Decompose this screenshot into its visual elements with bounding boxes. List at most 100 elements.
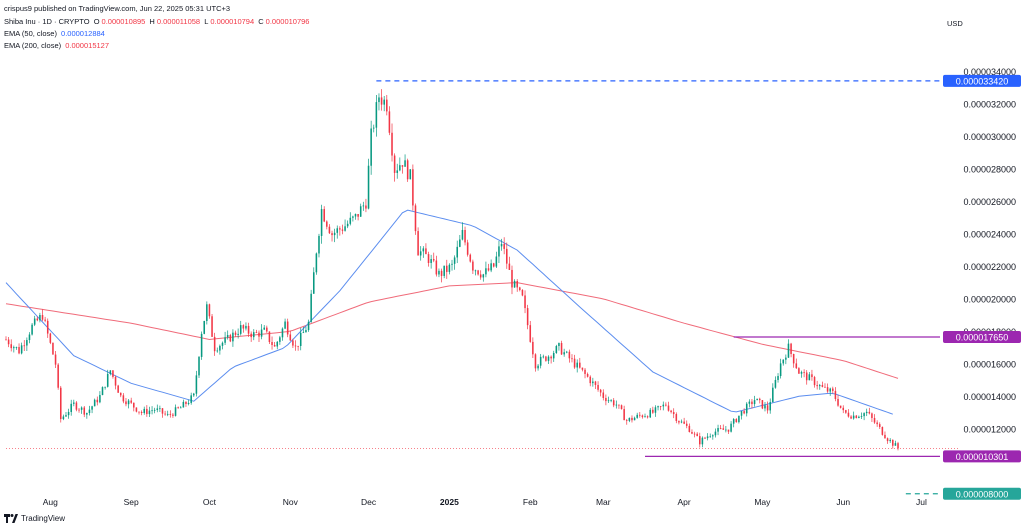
ema50-line-group: [5, 209, 893, 415]
candle-body: [787, 343, 790, 358]
candle-body: [696, 433, 698, 437]
candle-body: [383, 99, 385, 105]
candle-body: [675, 414, 678, 421]
candle-body: [646, 416, 649, 418]
candle-body: [740, 411, 743, 416]
candle-body: [39, 315, 41, 321]
candle-body: [386, 99, 388, 112]
ema50-legend[interactable]: EMA (50, close) 0.000012884: [4, 29, 107, 38]
candle-body: [607, 400, 610, 402]
candle-body: [213, 336, 216, 352]
candle-body: [28, 334, 31, 341]
candle-body: [239, 325, 242, 334]
candle-body: [636, 414, 638, 418]
candle-body: [182, 401, 185, 408]
level-label-high: 0.000033420: [956, 76, 1009, 86]
candle-body: [312, 272, 315, 294]
level-label-bg-high: [943, 74, 1021, 87]
candle-body: [732, 419, 735, 424]
candle-body: [777, 376, 779, 380]
x-tick-label: Feb: [523, 497, 538, 507]
candle-body: [852, 415, 855, 419]
candle-body: [790, 343, 792, 355]
candle-body: [380, 97, 383, 105]
candle-body: [876, 422, 878, 425]
candle-body: [503, 243, 505, 249]
candle-body: [618, 404, 620, 406]
candle-body: [568, 351, 571, 359]
candle-body: [252, 332, 255, 338]
candle-body: [133, 402, 135, 408]
candle-body: [532, 341, 534, 355]
candle-body: [764, 405, 766, 409]
footer-brand-text: TradingView: [21, 514, 66, 523]
candle-body: [847, 412, 850, 417]
candle-body: [785, 357, 787, 360]
candle-body: [521, 289, 524, 296]
candle-body: [320, 209, 323, 236]
candle-body: [266, 327, 268, 332]
candle-body: [805, 372, 808, 381]
x-tick-label: 2025: [440, 497, 459, 507]
candle-body: [349, 217, 352, 224]
candle-body: [216, 350, 219, 352]
candle-body: [529, 325, 532, 342]
candle-body: [367, 165, 370, 209]
candle-body: [881, 426, 884, 435]
candle-body: [818, 385, 821, 387]
candle-body: [432, 259, 435, 261]
candle-body: [667, 405, 670, 411]
footer-brand[interactable]: TradingView: [4, 514, 65, 523]
symbol-name[interactable]: Shiba Inu · 1D · CRYPTO: [4, 17, 90, 26]
ohlc-low: 0.000010794: [210, 17, 255, 26]
y-tick-label: 0.000012000: [963, 424, 1016, 434]
candle-body: [414, 205, 417, 232]
candle-body: [166, 413, 169, 415]
candle-body: [104, 386, 106, 388]
candle-body: [631, 417, 633, 421]
candle-body: [550, 356, 552, 359]
candle-body: [331, 233, 333, 236]
x-tick-label: Nov: [283, 497, 299, 507]
candle-body: [435, 260, 438, 275]
candle-body: [505, 248, 508, 264]
candle-body: [897, 443, 899, 449]
candle-body: [305, 330, 307, 333]
candle-body: [860, 416, 863, 417]
candle-body: [599, 389, 602, 393]
candle-body: [114, 376, 117, 386]
candle-body: [628, 417, 631, 421]
candle-body: [396, 170, 399, 173]
candle-body: [824, 386, 826, 388]
candle-body: [234, 332, 237, 335]
candle-body: [456, 246, 459, 258]
candle-body: [229, 335, 232, 342]
currency-label[interactable]: USD: [947, 19, 963, 28]
candle-body: [161, 408, 164, 414]
candle-body: [352, 216, 354, 218]
candle-body: [654, 407, 657, 413]
ema200-value: 0.000015127: [65, 41, 109, 50]
candle-body: [821, 385, 824, 387]
candle-body: [297, 345, 299, 347]
candle-body: [86, 412, 88, 415]
candle-body: [459, 239, 461, 247]
candle-body: [474, 270, 477, 272]
x-tick-label: Mar: [596, 497, 611, 507]
candle-body: [346, 223, 349, 227]
candle-body: [292, 340, 294, 346]
candle-body: [179, 407, 182, 409]
candle-body: [837, 398, 839, 406]
candle-body: [422, 248, 425, 252]
candle-body: [164, 413, 166, 415]
candle-body: [539, 356, 542, 366]
candle-body: [109, 370, 112, 374]
candle-body: [714, 431, 717, 436]
candle-body: [122, 395, 125, 402]
ema200-legend[interactable]: EMA (200, close) 0.000015127: [4, 41, 111, 50]
candle-body: [782, 359, 785, 364]
candle-body: [555, 346, 558, 354]
candle-body: [49, 333, 52, 343]
ema200-line-group: [5, 282, 899, 379]
